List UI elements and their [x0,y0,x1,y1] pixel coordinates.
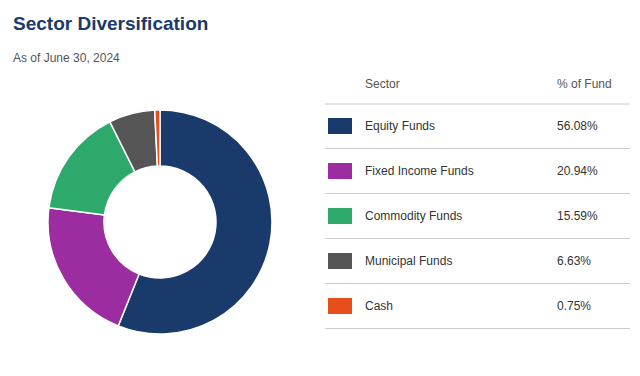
legend-value: 15.59% [557,209,598,223]
legend-swatch [328,253,352,269]
donut-slice [110,110,157,172]
legend-label: Cash [365,299,393,313]
row-rule [325,283,630,284]
legend-value: 0.75% [557,299,591,313]
row-rule [325,238,630,239]
legend-value: 20.94% [557,164,598,178]
legend-label: Fixed Income Funds [365,164,474,178]
legend-swatch [328,298,352,314]
row-rule [325,193,630,194]
legend-header: Sector [365,77,400,91]
chart-container: Sector Diversification As of June 30, 202… [0,0,640,376]
legend-label: Commodity Funds [365,209,462,223]
legend-value: 56.08% [557,119,598,133]
chart-svg: Sector Diversification As of June 30, 202… [0,0,640,376]
subtitle: As of June 30, 2024 [13,51,120,65]
legend-label: Municipal Funds [365,254,452,268]
donut-slice [48,208,139,326]
legend-swatch [328,208,352,224]
donut [48,110,272,334]
title: Sector Diversification [13,13,208,34]
donut-slice [155,110,160,166]
legend: Sector % of Fund Equity Funds 56.08% Fixed I… [325,77,630,329]
row-rule [325,104,630,105]
legend-swatch [328,118,352,134]
row-rule [325,148,630,149]
row-rule [325,328,630,329]
legend-label: Equity Funds [365,119,435,133]
legend-swatch [328,163,352,179]
legend-value: 6.63% [557,254,591,268]
legend-header: % of Fund [557,77,612,91]
